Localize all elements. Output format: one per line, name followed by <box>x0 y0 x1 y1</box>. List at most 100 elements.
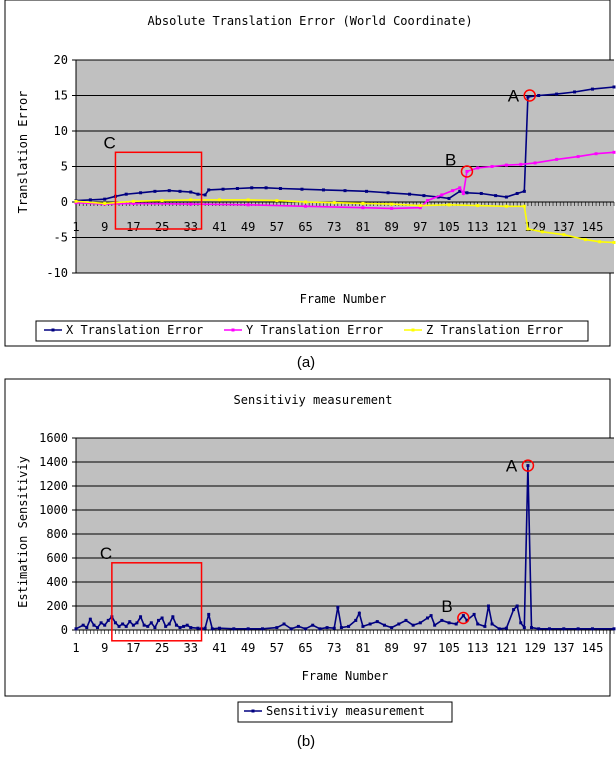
series-point-sensitiviy-measurement <box>232 627 236 631</box>
chart-a-xtick-label: 41 <box>212 220 226 234</box>
series-point-sensitiviy-measurement <box>74 627 78 631</box>
chart-a-ytick-label: 15 <box>54 89 68 103</box>
series-point-x-translation-error <box>221 187 225 191</box>
series-point-sensitiviy-measurement <box>146 624 150 628</box>
series-point-sensitiviy-measurement <box>515 604 519 608</box>
annotation-circle-a <box>523 89 536 102</box>
series-point-sensitiviy-measurement <box>472 612 476 616</box>
chart-b-ytick-label: 1600 <box>39 431 68 445</box>
series-point-sensitiviy-measurement <box>447 621 451 625</box>
series-point-z-translation-error <box>612 240 616 244</box>
chart-a-xtick-label: 65 <box>298 220 312 234</box>
series-point-sensitiviy-measurement <box>336 605 340 609</box>
annotation-box-c <box>114 151 203 230</box>
series-point-sensitiviy-measurement <box>296 624 300 628</box>
series-point-sensitiviy-measurement <box>361 624 365 628</box>
series-point-sensitiviy-measurement <box>117 624 121 628</box>
chart-a-ytick-label: -10 <box>46 266 68 280</box>
series-point-y-translation-error <box>533 161 537 165</box>
series-point-sensitiviy-measurement <box>483 624 487 628</box>
series-point-sensitiviy-measurement <box>164 624 168 628</box>
series-point-sensitiviy-measurement <box>153 626 157 630</box>
series-point-sensitiviy-measurement <box>318 627 322 631</box>
series-point-y-translation-error <box>461 191 465 195</box>
series-point-z-translation-error <box>583 238 587 242</box>
chart-a-xtick-label: 89 <box>384 220 398 234</box>
series-point-y-translation-error <box>504 163 508 167</box>
series-point-y-translation-error <box>612 150 616 154</box>
legend-label-y-translation-error: Y Translation Error <box>246 323 383 337</box>
series-point-y-translation-error <box>189 202 193 206</box>
series-point-sensitiviy-measurement <box>167 622 171 626</box>
chart-a-xtick-label: 113 <box>467 220 489 234</box>
series-point-sensitiviy-measurement <box>375 620 379 624</box>
series-point-x-translation-error <box>139 191 143 195</box>
series-point-sensitiviy-measurement <box>106 618 110 622</box>
chart-a-xtick-label: 17 <box>126 220 140 234</box>
series-point-sensitiviy-measurement <box>121 622 125 626</box>
series-point-z-translation-error <box>332 201 336 205</box>
annotation-box-c <box>111 562 203 642</box>
series-point-sensitiviy-measurement <box>411 623 415 627</box>
series-point-sensitiviy-measurement <box>81 623 85 627</box>
legend-marker-z-translation-error <box>411 328 415 332</box>
series-point-y-translation-error <box>594 152 598 156</box>
series-point-z-translation-error <box>526 227 530 231</box>
series-point-x-translation-error <box>573 90 577 94</box>
series-point-x-translation-error <box>321 188 325 192</box>
series-point-y-translation-error <box>440 193 444 197</box>
annotation-label-b: B <box>441 597 452 616</box>
chart-a-ytick-label: 20 <box>54 53 68 67</box>
series-point-sensitiviy-measurement <box>332 626 336 630</box>
chart-a-xtick-label: 49 <box>241 220 255 234</box>
series-point-sensitiviy-measurement <box>418 621 422 625</box>
series-point-sensitiviy-measurement <box>103 623 107 627</box>
chart-a-ytick-label: 0 <box>61 195 68 209</box>
series-point-x-translation-error <box>103 197 107 201</box>
series-point-x-translation-error <box>250 186 254 190</box>
legend-marker-x-translation-error <box>51 328 55 332</box>
series-point-z-translation-error <box>160 199 164 203</box>
series-point-sensitiviy-measurement <box>210 627 214 631</box>
series-point-sensitiviy-measurement <box>139 615 143 619</box>
series-point-sensitiviy-measurement <box>486 604 490 608</box>
series-point-z-translation-error <box>275 199 279 203</box>
chart-a-ytick-label: 10 <box>54 124 68 138</box>
series-point-sensitiviy-measurement <box>124 624 128 628</box>
series-point-y-translation-error <box>490 165 494 168</box>
series-point-sensitiviy-measurement <box>156 618 160 622</box>
chart-a-annotations: A B C <box>103 87 536 230</box>
series-point-x-translation-error <box>124 192 128 196</box>
series-point-z-translation-error <box>189 198 193 202</box>
series-point-z-translation-error <box>390 202 394 206</box>
chart-a-xtick-label: 105 <box>438 220 460 234</box>
series-point-x-translation-error <box>522 189 526 193</box>
chart-b-legend-box <box>237 701 453 723</box>
series-point-sensitiviy-measurement <box>88 617 92 621</box>
series-point-sensitiviy-measurement <box>203 626 207 630</box>
series-point-sensitiviy-measurement <box>304 627 308 631</box>
chart-b-xtick-label: 97 <box>413 641 427 655</box>
series-point-sensitiviy-measurement <box>142 623 146 627</box>
series-point-y-translation-error <box>304 204 308 208</box>
chart-a-xlabel: Frame Number <box>300 292 387 306</box>
series-point-x-translation-error <box>196 192 200 196</box>
series-point-sensitiviy-measurement <box>99 621 103 625</box>
chart-a-xtick-label: 81 <box>356 220 370 234</box>
series-point-y-translation-error <box>476 166 480 170</box>
series-point-x-translation-error <box>153 189 157 193</box>
chart-b-ytick-label: 1400 <box>39 455 68 469</box>
chart-a-title: Absolute Translation Error (World Coordi… <box>147 14 472 28</box>
series-point-sensitiviy-measurement <box>357 611 361 615</box>
series-point-x-translation-error <box>504 195 508 199</box>
chart-b-ylabel: Estimation Sensitiviy <box>16 456 30 608</box>
chart-a-xtick-label: 33 <box>184 220 198 234</box>
chart-b-xtick-label: 73 <box>327 641 341 655</box>
chart-a-xtick-label: 137 <box>553 220 575 234</box>
chart-b-xtick-label: 137 <box>553 641 575 655</box>
chart-b-title: Sensitiviy measurement <box>234 393 393 407</box>
series-point-sensitiviy-measurement <box>246 627 250 631</box>
series-point-sensitiviy-measurement <box>339 626 343 630</box>
series-point-x-translation-error <box>447 196 451 200</box>
chart-b-ytick-label: 1000 <box>39 503 68 517</box>
